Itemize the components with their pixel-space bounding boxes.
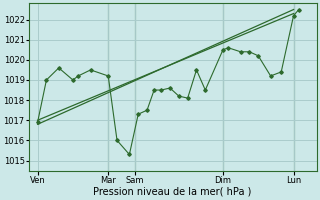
X-axis label: Pression niveau de la mer( hPa ): Pression niveau de la mer( hPa ) bbox=[93, 187, 252, 197]
